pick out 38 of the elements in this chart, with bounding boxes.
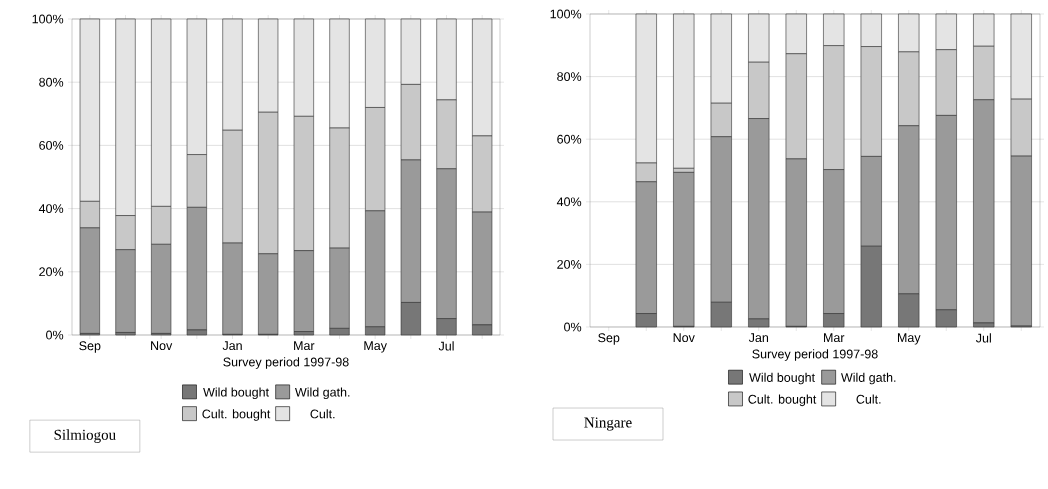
y-tick-label: 60% bbox=[557, 134, 582, 144]
y-tick-label: 100% bbox=[550, 9, 582, 19]
y-tick-label: 40% bbox=[556, 197, 582, 207]
y-tick-label: 80% bbox=[557, 72, 582, 82]
y-tick-label: 40% bbox=[38, 204, 64, 214]
legend-title: Ningare bbox=[584, 417, 632, 431]
y-tick-label: 80% bbox=[39, 77, 64, 87]
x-tick-label: Nov bbox=[151, 341, 173, 351]
x-tick-label: Sep bbox=[79, 341, 101, 353]
legend-title: Silmiogou bbox=[54, 429, 116, 443]
legend-label: Wild gath. bbox=[294, 387, 350, 400]
y-tick-label: 20% bbox=[557, 259, 582, 269]
bar bbox=[673, 13, 695, 169]
x-tick-label: Jul bbox=[438, 341, 454, 351]
x-tick-label: Nov bbox=[673, 333, 695, 343]
legend-label: Cult. bbox=[310, 409, 335, 419]
legend-label: Wild gath. bbox=[841, 372, 896, 385]
y-tick-label: 60% bbox=[39, 140, 64, 150]
x-tick-label: Jan bbox=[222, 341, 242, 351]
x-tick-label: Sep bbox=[598, 333, 620, 345]
y-tick-label: 0% bbox=[46, 330, 64, 340]
y-tick-label: 20% bbox=[39, 267, 64, 277]
x-axis-title: Survey period 1997-98 bbox=[223, 357, 349, 369]
x-tick-label: Jul bbox=[975, 333, 991, 343]
legend-label: Cult. bought bbox=[748, 394, 817, 407]
legend-label: Cult. bbox=[856, 394, 881, 404]
legend-label: Wild bought bbox=[749, 372, 815, 385]
x-tick-label: Mar bbox=[294, 341, 315, 351]
legend-label: Cult. bought bbox=[202, 409, 271, 421]
bar bbox=[673, 172, 695, 327]
y-tick-label: 100% bbox=[32, 14, 64, 24]
x-tick-label: May bbox=[364, 341, 387, 353]
x-tick-label: Jan bbox=[748, 333, 769, 343]
y-tick-label: 0% bbox=[564, 322, 582, 332]
x-axis-title: Survey period 1997-98 bbox=[752, 349, 878, 361]
legend-label: Wild bought bbox=[203, 387, 269, 400]
x-tick-label: May bbox=[897, 333, 921, 345]
x-tick-label: Mar bbox=[824, 333, 845, 343]
